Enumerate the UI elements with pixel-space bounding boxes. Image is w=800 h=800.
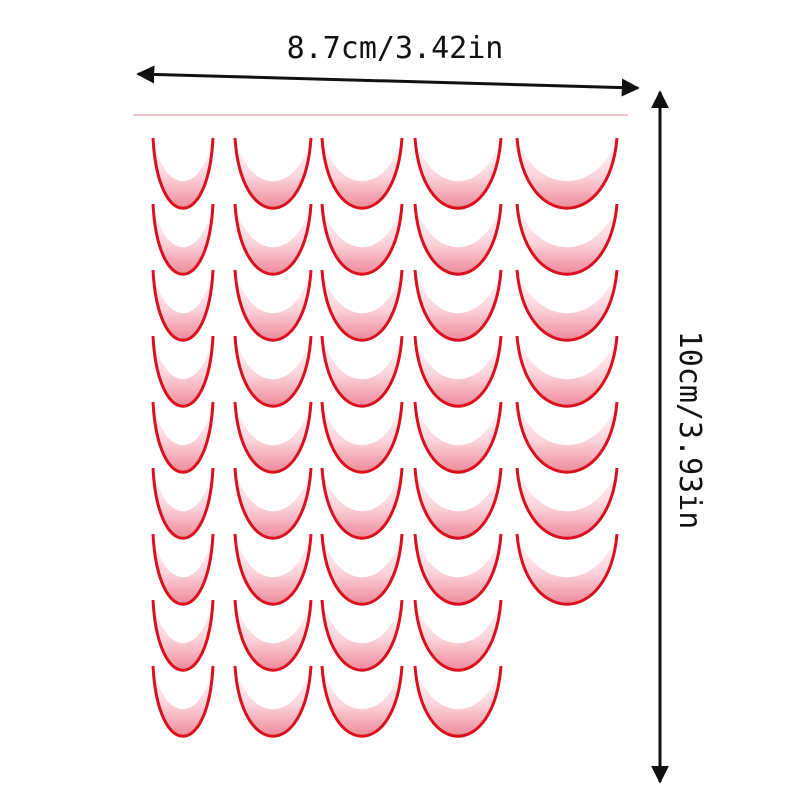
nail-sticker-edge	[515, 269, 619, 342]
nail-sticker	[322, 336, 402, 407]
nail-sticker-edge	[320, 137, 404, 210]
nail-sticker-edge	[233, 137, 313, 210]
nail-sticker	[322, 402, 402, 473]
nail-sticker	[415, 468, 501, 539]
nail-sticker	[235, 138, 311, 209]
nail-sticker-edge	[320, 401, 404, 474]
nail-sticker-edge	[151, 533, 215, 606]
nail-sticker-edge	[515, 335, 619, 408]
nail-sticker-edge	[515, 137, 619, 210]
nail-sticker	[235, 534, 311, 605]
nail-sticker	[235, 402, 311, 473]
nail-sticker	[322, 534, 402, 605]
nail-sticker-edge	[515, 401, 619, 474]
nail-sticker	[322, 600, 402, 671]
nail-sticker	[517, 402, 617, 473]
nail-sticker	[415, 666, 501, 737]
nail-sticker-edge	[233, 401, 313, 474]
nail-sticker-edge	[413, 665, 503, 738]
nail-sticker-edge	[233, 203, 313, 276]
nail-sticker-edge	[320, 203, 404, 276]
nail-sticker-edge	[320, 467, 404, 540]
nail-sticker-edge	[151, 401, 215, 474]
nail-sticker	[415, 402, 501, 473]
nail-sticker-edge	[413, 401, 503, 474]
nail-sticker	[322, 138, 402, 209]
nail-sticker-edge	[151, 467, 215, 540]
nail-sticker	[235, 204, 311, 275]
nail-sticker	[322, 204, 402, 275]
nail-sticker	[322, 468, 402, 539]
nail-sticker-edge	[233, 269, 313, 342]
nail-sticker	[517, 336, 617, 407]
nail-sticker-edge	[413, 335, 503, 408]
nail-sticker-edge	[233, 665, 313, 738]
nail-sticker-edge	[413, 533, 503, 606]
nail-sticker	[153, 270, 213, 341]
nail-sticker-edge	[233, 335, 313, 408]
nail-sticker	[415, 270, 501, 341]
nail-sticker	[153, 600, 213, 671]
nail-sticker	[153, 666, 213, 737]
nail-sticker	[235, 468, 311, 539]
nail-sticker	[235, 270, 311, 341]
nail-sticker-edge	[413, 599, 503, 672]
nail-sticker-edge	[151, 137, 215, 210]
nail-sticker	[517, 204, 617, 275]
nail-sticker-edge	[413, 137, 503, 210]
nail-sticker	[153, 402, 213, 473]
nail-sticker-edge	[151, 335, 215, 408]
nail-sticker-edge	[320, 665, 404, 738]
nail-sticker-edge	[413, 269, 503, 342]
nail-sticker	[415, 336, 501, 407]
nail-sticker	[415, 138, 501, 209]
height-label: 10cm/3.93in	[672, 331, 707, 530]
nail-sticker	[322, 666, 402, 737]
nail-sticker-edge	[515, 203, 619, 276]
nail-sticker	[415, 600, 501, 671]
sticker-sheet	[151, 137, 619, 738]
nail-sticker	[322, 270, 402, 341]
nail-sticker	[235, 666, 311, 737]
nail-sticker	[153, 534, 213, 605]
nail-sticker-edge	[233, 533, 313, 606]
nail-sticker-edge	[233, 467, 313, 540]
nail-sticker-edge	[320, 335, 404, 408]
nail-sticker	[153, 336, 213, 407]
width-label: 8.7cm/3.42in	[287, 31, 504, 66]
nail-sticker-edge	[151, 203, 215, 276]
nail-sticker-edge	[151, 665, 215, 738]
nail-sticker	[235, 600, 311, 671]
nail-sticker	[517, 270, 617, 341]
nail-sticker-edge	[413, 467, 503, 540]
nail-sticker-edge	[233, 599, 313, 672]
nail-sticker-edge	[151, 599, 215, 672]
nail-sticker-edge	[320, 533, 404, 606]
nail-sticker-edge	[151, 269, 215, 342]
nail-sticker	[415, 534, 501, 605]
nail-sticker	[517, 534, 617, 605]
nail-sticker	[235, 336, 311, 407]
nail-sticker	[517, 468, 617, 539]
nail-sticker-edge	[320, 269, 404, 342]
nail-sticker	[153, 204, 213, 275]
nail-sticker-edge	[413, 203, 503, 276]
nail-sticker-edge	[515, 533, 619, 606]
width-arrow	[136, 65, 640, 97]
nail-sticker	[415, 204, 501, 275]
nail-sticker-edge	[515, 467, 619, 540]
nail-sticker	[153, 468, 213, 539]
nail-sticker	[153, 138, 213, 209]
nail-sticker	[517, 138, 617, 209]
nail-sticker-edge	[320, 599, 404, 672]
